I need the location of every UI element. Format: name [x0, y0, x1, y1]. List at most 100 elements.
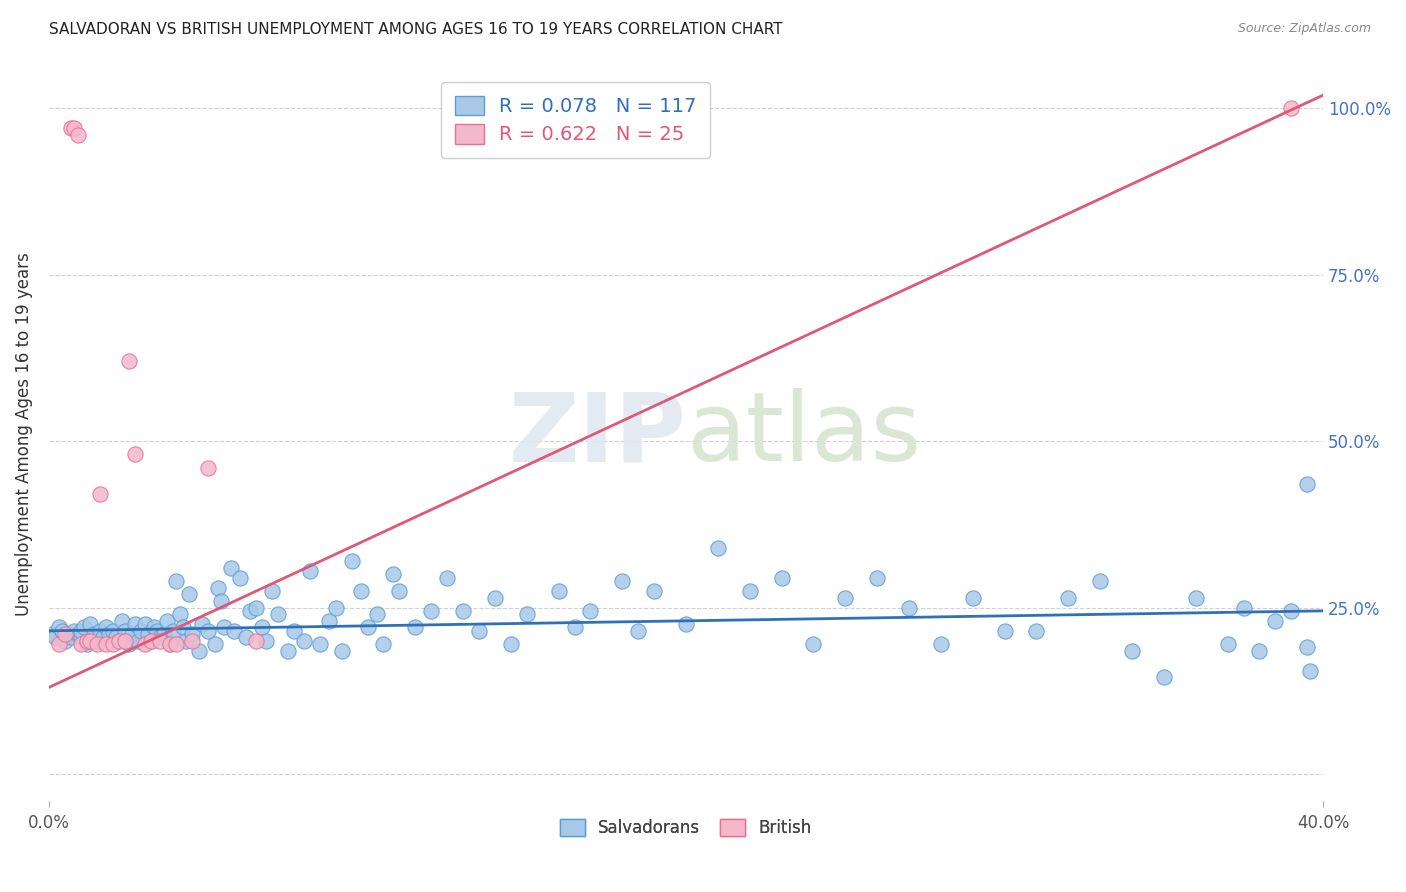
- Point: [149, 631, 172, 645]
- Point: [69, 637, 91, 651]
- Point: [1153, 670, 1175, 684]
- Point: [56, 627, 79, 641]
- Point: [898, 600, 921, 615]
- Point: [53, 627, 76, 641]
- Point: [1249, 644, 1271, 658]
- Point: [277, 644, 299, 658]
- Point: [60, 631, 83, 645]
- Point: [108, 633, 131, 648]
- Point: [86, 633, 108, 648]
- Point: [1296, 477, 1319, 491]
- Point: [98, 627, 121, 641]
- Point: [60, 121, 83, 136]
- Y-axis label: Unemployment Among Ages 16 to 19 years: Unemployment Among Ages 16 to 19 years: [15, 252, 32, 616]
- Point: [627, 624, 650, 638]
- Point: [139, 633, 162, 648]
- Point: [373, 637, 395, 651]
- Point: [229, 571, 252, 585]
- Point: [121, 627, 143, 641]
- Point: [174, 633, 197, 648]
- Point: [330, 644, 353, 658]
- Point: [53, 633, 76, 648]
- Point: [1216, 637, 1239, 651]
- Point: [66, 128, 89, 142]
- Point: [69, 631, 91, 645]
- Point: [299, 564, 322, 578]
- Point: [101, 637, 124, 651]
- Point: [134, 617, 156, 632]
- Point: [76, 637, 98, 651]
- Point: [63, 121, 86, 136]
- Point: [117, 354, 139, 368]
- Point: [76, 633, 98, 648]
- Point: [44, 631, 66, 645]
- Text: atlas: atlas: [686, 388, 921, 481]
- Point: [1025, 624, 1047, 638]
- Point: [197, 460, 219, 475]
- Point: [149, 633, 172, 648]
- Point: [165, 574, 187, 588]
- Point: [260, 583, 283, 598]
- Point: [1088, 574, 1111, 588]
- Point: [169, 607, 191, 622]
- Point: [209, 594, 232, 608]
- Point: [114, 624, 136, 638]
- Point: [404, 620, 426, 634]
- Point: [308, 637, 330, 651]
- Point: [143, 620, 166, 634]
- Point: [388, 583, 411, 598]
- Point: [165, 637, 187, 651]
- Point: [114, 633, 136, 648]
- Point: [451, 604, 474, 618]
- Point: [738, 583, 761, 598]
- Point: [292, 633, 315, 648]
- Legend: Salvadorans, British: Salvadorans, British: [554, 812, 818, 844]
- Point: [1279, 102, 1302, 116]
- Point: [707, 541, 730, 555]
- Point: [579, 604, 602, 618]
- Point: [79, 633, 101, 648]
- Point: [516, 607, 538, 622]
- Point: [91, 631, 114, 645]
- Point: [803, 637, 825, 651]
- Point: [117, 637, 139, 651]
- Point: [834, 591, 856, 605]
- Point: [1232, 600, 1254, 615]
- Point: [643, 583, 665, 598]
- Point: [547, 583, 569, 598]
- Point: [63, 624, 86, 638]
- Point: [252, 620, 274, 634]
- Point: [267, 607, 290, 622]
- Point: [139, 633, 162, 648]
- Point: [96, 620, 118, 634]
- Point: [172, 620, 194, 634]
- Point: [340, 554, 363, 568]
- Point: [159, 637, 181, 651]
- Point: [219, 560, 242, 574]
- Point: [146, 624, 169, 638]
- Point: [51, 624, 73, 638]
- Point: [929, 637, 952, 651]
- Point: [191, 617, 214, 632]
- Text: ZIP: ZIP: [508, 388, 686, 481]
- Point: [245, 633, 267, 648]
- Point: [152, 627, 174, 641]
- Point: [350, 583, 373, 598]
- Point: [181, 627, 204, 641]
- Point: [994, 624, 1017, 638]
- Point: [283, 624, 305, 638]
- Point: [124, 448, 146, 462]
- Point: [962, 591, 984, 605]
- Point: [197, 624, 219, 638]
- Point: [468, 624, 491, 638]
- Point: [1121, 644, 1143, 658]
- Point: [156, 614, 179, 628]
- Text: SALVADORAN VS BRITISH UNEMPLOYMENT AMONG AGES 16 TO 19 YEARS CORRELATION CHART: SALVADORAN VS BRITISH UNEMPLOYMENT AMONG…: [49, 22, 783, 37]
- Point: [181, 633, 204, 648]
- Point: [484, 591, 506, 605]
- Point: [131, 624, 153, 638]
- Point: [499, 637, 522, 651]
- Point: [79, 617, 101, 632]
- Point: [1264, 614, 1286, 628]
- Point: [41, 627, 63, 641]
